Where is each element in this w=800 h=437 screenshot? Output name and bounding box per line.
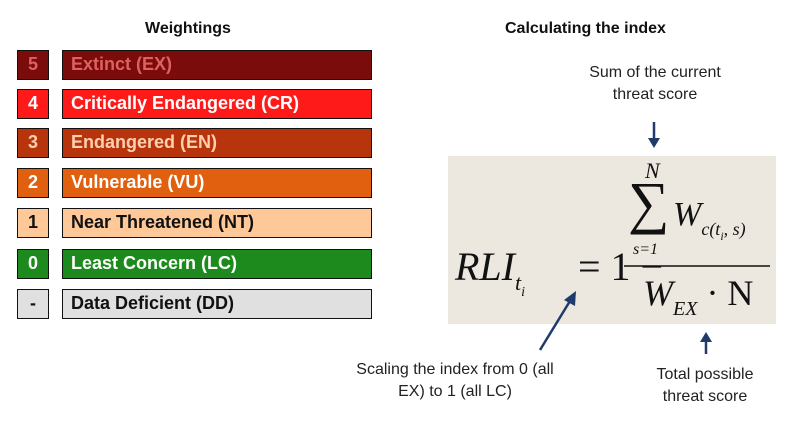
- weightings-heading: Weightings: [145, 20, 231, 37]
- score-cell: 0: [17, 249, 49, 279]
- rli-subscript: t: [515, 270, 522, 295]
- category-label: Extinct (EX): [62, 50, 372, 80]
- denominator: WEX · N: [643, 272, 754, 320]
- weight-sub-end: , s): [723, 219, 746, 239]
- arrow-down-icon: [648, 122, 660, 148]
- sum-current-annotation: Sum of the current threat score: [545, 62, 765, 106]
- weight-subscript: c(ti, s): [701, 219, 746, 243]
- annotation-line: threat score: [612, 86, 698, 103]
- den-subscript: EX: [673, 298, 698, 320]
- rli-symbol: RLI: [455, 244, 515, 289]
- total-annotation: Total possible threat score: [630, 364, 780, 408]
- score-cell: -: [17, 289, 49, 319]
- weight-subsub: i: [720, 229, 724, 243]
- score-cell: 1: [17, 208, 49, 238]
- annotation-line: Total possible: [656, 366, 754, 383]
- weight-sub-part: c(t: [701, 219, 721, 239]
- category-label: Critically Endangered (CR): [62, 89, 372, 119]
- category-label: Near Threatened (NT): [62, 208, 372, 238]
- annotation-line: Sum of the current: [589, 64, 721, 81]
- sum-lower-limit: s=1: [633, 241, 659, 258]
- scaling-annotation: Scaling the index from 0 (all EX) to 1 (…: [330, 359, 580, 403]
- annotation-line: EX) to 1 (all LC): [398, 383, 512, 400]
- calculating-heading: Calculating the index: [505, 20, 666, 37]
- formula-lhs: RLIti: [455, 243, 525, 300]
- weight-symbol: W: [673, 196, 702, 233]
- score-cell: 5: [17, 50, 49, 80]
- den-weight-symbol: W: [643, 273, 673, 313]
- sum-symbol: ∑: [628, 170, 670, 235]
- category-label: Vulnerable (VU): [62, 168, 372, 198]
- den-rest: · N: [706, 273, 754, 313]
- arrow-up-icon: [700, 332, 712, 354]
- category-label: Endangered (EN): [62, 128, 372, 158]
- category-label: Least Concern (LC): [62, 249, 372, 279]
- score-cell: 2: [17, 168, 49, 198]
- annotation-line: threat score: [662, 388, 748, 405]
- annotation-line: Scaling the index from 0 (all: [356, 361, 554, 378]
- score-cell: 4: [17, 89, 49, 119]
- score-cell: 3: [17, 128, 49, 158]
- formula-box: [448, 156, 776, 324]
- sum-upper-limit: N: [645, 158, 660, 183]
- rli-subsubscript: i: [521, 285, 526, 300]
- arrow-diagonal-icon: [538, 291, 576, 351]
- numerator-weight: Wc(ti, s): [673, 196, 746, 243]
- category-label: Data Deficient (DD): [62, 289, 372, 319]
